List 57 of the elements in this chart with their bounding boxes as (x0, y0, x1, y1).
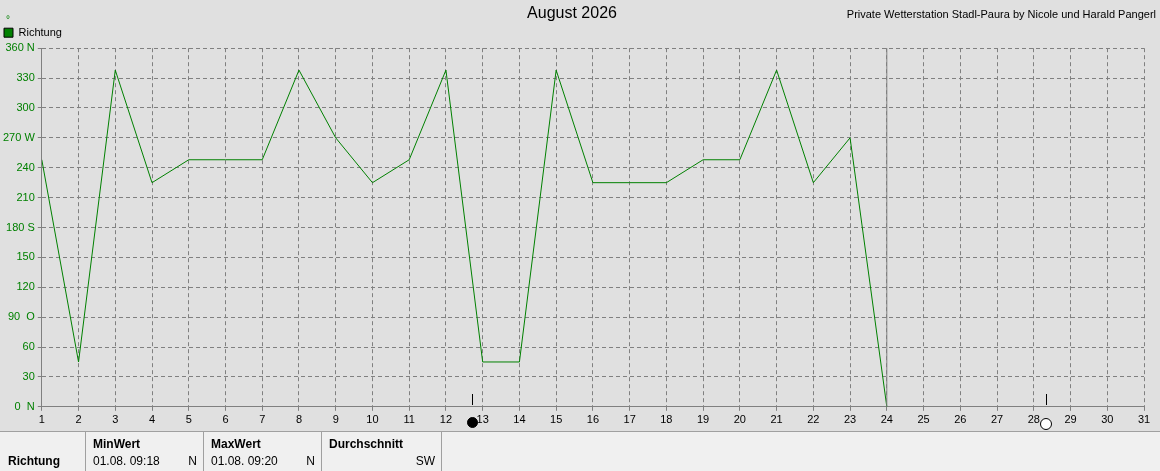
x-tick-label: 11 (403, 413, 415, 426)
text: SW (415, 454, 435, 468)
x-tick-label: 5 (185, 413, 192, 426)
y-tick-label: 60 (22, 340, 35, 353)
x-tick-label: 4 (148, 413, 156, 426)
x-tick-label: 21 (770, 413, 783, 426)
text: Durchschnitt (329, 437, 404, 451)
text: N (306, 454, 315, 468)
x-tick-label: 9 (332, 413, 339, 426)
x-tick-label: 31 (1137, 413, 1151, 426)
x-tick-label: 1 (38, 413, 45, 426)
x-tick-label: 29 (1064, 413, 1077, 426)
y-tick-label: 210 (16, 190, 35, 203)
text: N (188, 454, 197, 468)
y-tick-label: 0 N (14, 399, 35, 412)
text: Private Wetterstation Stadl-Paura by Nicole und Harald Pangerl (846, 8, 1156, 20)
x-tick-label: 2 (75, 413, 82, 426)
x-tick-label: 13 (476, 413, 489, 426)
y-tick-label: 270 W (2, 130, 36, 143)
x-tick-label: 26 (954, 413, 967, 426)
x-tick-label: 25 (917, 413, 930, 426)
x-tick-label: 24 (880, 413, 893, 426)
y-tick-label: 240 (16, 160, 35, 173)
x-tick-label: 6 (222, 413, 229, 426)
x-tick-label: 14 (513, 413, 526, 426)
x-tick-label: 10 (366, 413, 379, 426)
x-tick-label: 12 (439, 413, 453, 426)
x-tick-label: 22 (807, 413, 820, 426)
y-tick-label: 300 (16, 101, 35, 113)
y-tick-label: 30 (22, 369, 35, 382)
y-tick-label: 120 (16, 280, 35, 293)
y-tick-label: 360 N (5, 41, 35, 54)
x-tick-label: 19 (696, 413, 710, 426)
y-tick-label: 330 (16, 71, 35, 84)
legend-label: Richtung (18, 25, 62, 38)
x-tick-label: 17 (623, 413, 636, 426)
x-tick-label: 3 (112, 413, 119, 426)
text: MinWert (93, 437, 141, 451)
x-tick-label: 30 (1101, 413, 1114, 426)
y-axis-title: ° (6, 14, 10, 25)
y-tick-label: 90 O (7, 310, 36, 323)
x-tick-label: 27 (990, 413, 1004, 426)
text: MaxWert (211, 437, 261, 451)
y-tick-label: 150 (16, 250, 35, 263)
x-tick-label: 20 (733, 413, 746, 426)
x-tick-label: 23 (843, 413, 857, 426)
x-tick-label: 8 (295, 413, 303, 426)
y-tick-label: 180 S (6, 220, 35, 233)
x-tick-label: 28 (1027, 413, 1040, 426)
text: 01.08. 09:18 (93, 454, 160, 468)
text: 01.08. 09:20 (211, 454, 278, 468)
x-tick-label: 18 (660, 413, 673, 426)
x-tick-label: 16 (586, 413, 600, 426)
text: Richtung (8, 454, 60, 468)
x-tick-label: 7 (259, 413, 266, 426)
x-tick-label: 15 (550, 413, 563, 426)
chart-title: August 2026 (527, 4, 618, 22)
